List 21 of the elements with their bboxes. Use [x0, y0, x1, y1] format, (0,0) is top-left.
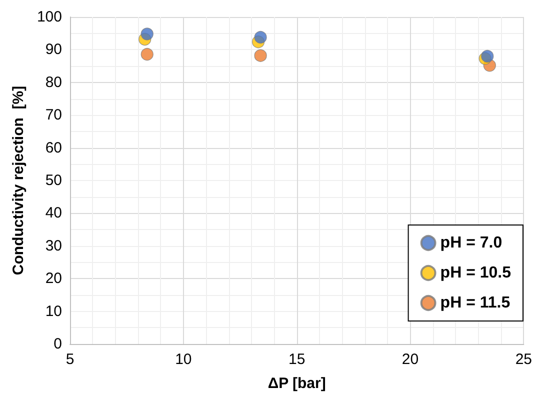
legend-label: pH = 11.5: [440, 294, 510, 312]
y-tick-label: 70: [45, 106, 62, 124]
legend-label: pH = 7.0: [440, 234, 502, 252]
x-tick-label: 25: [515, 351, 532, 368]
y-tick-label: 100: [36, 8, 62, 26]
y-tick-label: 10: [45, 302, 62, 320]
x-tick-label: 10: [175, 351, 192, 368]
y-tick-label: 50: [45, 172, 62, 189]
x-axis-title: ΔP [bar]: [268, 375, 326, 392]
y-tick-label: 80: [45, 74, 62, 91]
y-tick-label: 30: [45, 237, 62, 254]
y-tick-label: 60: [45, 139, 62, 156]
y-tick-label: 90: [45, 41, 62, 58]
y-tick-label: 20: [45, 270, 62, 288]
legend-label: pH = 10.5: [440, 264, 512, 282]
y-axis-title: Conductivity rejection [%]: [10, 86, 28, 276]
y-tick-label: 0: [54, 336, 62, 352]
x-tick-label: 5: [66, 351, 74, 368]
y-tick-label: 40: [45, 204, 62, 222]
x-tick-label: 15: [288, 351, 306, 368]
x-tick-label: 20: [402, 351, 419, 368]
